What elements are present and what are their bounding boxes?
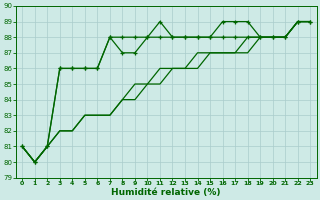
X-axis label: Humidité relative (%): Humidité relative (%) [111,188,221,197]
